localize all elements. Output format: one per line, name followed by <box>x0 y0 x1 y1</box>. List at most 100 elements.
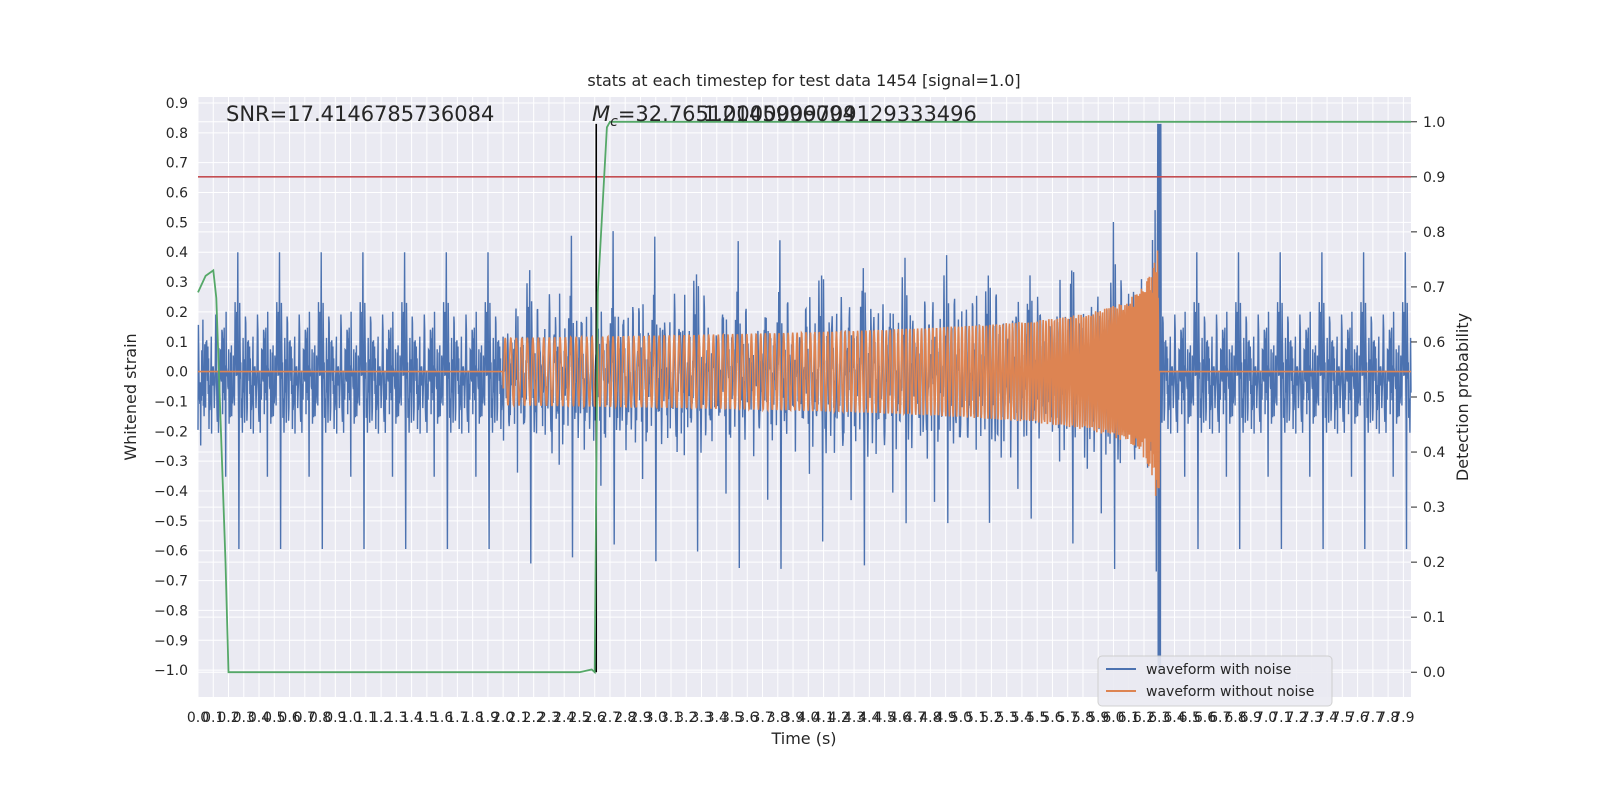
y2-tick-label: 0.6 <box>1423 335 1445 351</box>
x-tick-label: 2.5 <box>568 710 590 726</box>
x-tick-label: 7.4 <box>1316 710 1338 726</box>
x-tick-label: 4.4 <box>858 710 880 726</box>
x-tick-label: 7.0 <box>1255 710 1277 726</box>
y2-tick-label: 0.3 <box>1423 500 1445 516</box>
x-tick-label: 0.5 <box>263 710 285 726</box>
x-tick-label: 4.5 <box>873 710 895 726</box>
legend-label-clean: waveform without noise <box>1146 684 1314 700</box>
x-tick-label: 6.9 <box>1240 710 1262 726</box>
y-tick-label: 0.5 <box>166 215 188 231</box>
x-tick-label: 3.9 <box>782 710 804 726</box>
x-tick-label: 2.1 <box>507 710 529 726</box>
probability-line <box>197 120 1411 675</box>
x-tick-label: 5.3 <box>996 710 1018 726</box>
y2-tick-label: 0.4 <box>1423 445 1445 461</box>
x-tick-label: 2.2 <box>523 710 545 726</box>
x-tick-label: 1.9 <box>477 710 499 726</box>
y2-tick-label: 0.7 <box>1423 280 1445 296</box>
x-tick-label: 7.1 <box>1270 710 1292 726</box>
x-tick-label: 0.9 <box>324 710 346 726</box>
y2-tick-label: 0.5 <box>1423 390 1445 406</box>
y-tick-label: −0.6 <box>154 544 188 560</box>
x-tick-label: 0.1 <box>202 710 224 726</box>
x-tick-label: 1.3 <box>385 710 407 726</box>
x-tick-label: 4.1 <box>812 710 834 726</box>
y2-tick-label: 0.8 <box>1423 225 1445 241</box>
x-tick-label: 3.0 <box>645 710 667 726</box>
x-tick-label: 7.6 <box>1346 710 1368 726</box>
snr-annotation: SNR=17.4146785736084 <box>226 102 494 126</box>
series-waveform-without-noise <box>198 250 1411 496</box>
y-axis-ticks: 0.9 0.8 0.7 0.6 0.5 0.4 0.3 0.2 0.1 0.0 −0.1 −0.2 −0… <box>154 96 188 679</box>
x-tick-label: 1.0 <box>339 710 361 726</box>
y-tick-label: −1.0 <box>154 663 188 679</box>
x-tick-label: 1.7 <box>446 710 468 726</box>
y-tick-label: 0.7 <box>166 156 188 172</box>
y-tick-label: −0.1 <box>154 394 188 410</box>
x-tick-label: 0.4 <box>248 710 270 726</box>
chirp-mass-annotation: Mc=32.76512145996094 <box>592 102 856 130</box>
x-tick-label: 7.2 <box>1285 710 1307 726</box>
y-tick-label: 0.0 <box>166 365 188 381</box>
x-tick-label: 2.0 <box>492 710 514 726</box>
x-tick-label: 6.2 <box>1133 710 1155 726</box>
y-axis-label: Whitened strain <box>121 333 140 460</box>
y-tick-label: −0.5 <box>154 514 188 530</box>
x-axis-label: Time (s) <box>770 729 836 748</box>
x-tick-label: 5.1 <box>965 710 987 726</box>
x-tick-label: 0.7 <box>294 710 316 726</box>
x-tick-label: 2.7 <box>599 710 621 726</box>
x-tick-label: 7.9 <box>1392 710 1414 726</box>
y-tick-label: 0.9 <box>166 96 188 112</box>
x-tick-label: 7.3 <box>1301 710 1323 726</box>
x-tick-label: 1.1 <box>355 710 377 726</box>
x-tick-label: 6.8 <box>1224 710 1246 726</box>
x-tick-label: 0.2 <box>217 710 239 726</box>
y-tick-label: 0.8 <box>166 126 188 142</box>
x-tick-label: 6.4 <box>1163 710 1185 726</box>
y2-tick-label: 0.9 <box>1423 170 1445 186</box>
x-tick-label: 5.4 <box>1011 710 1033 726</box>
series-detection-probability <box>197 120 1411 675</box>
y-tick-label: 0.2 <box>166 305 188 321</box>
overlap-annotation: 1.0000009709129333496 <box>703 102 977 126</box>
y-tick-label: −0.4 <box>154 484 188 500</box>
x-tick-label: 0.6 <box>278 710 300 726</box>
y2-tick-label: 1.0 <box>1423 115 1445 131</box>
y-tick-label: 0.4 <box>166 245 188 261</box>
chart-title: stats at each timestep for test data 145… <box>587 71 1020 90</box>
clean-waveform-line <box>198 250 1411 496</box>
x-tick-label: 5.0 <box>950 710 972 726</box>
y-tick-label: 0.6 <box>166 186 188 202</box>
x-tick-label: 2.6 <box>584 710 606 726</box>
x-tick-label: 6.5 <box>1179 710 1201 726</box>
x-tick-label: 3.4 <box>706 710 728 726</box>
y-tick-label: 0.1 <box>166 335 188 351</box>
x-tick-label: 7.5 <box>1331 710 1353 726</box>
x-tick-label: 0.0 <box>187 710 209 726</box>
x-tick-label: 4.0 <box>797 710 819 726</box>
y2-tick-label: 0.0 <box>1423 665 1445 681</box>
y-tick-label: −0.9 <box>154 633 188 649</box>
x-tick-label: 0.3 <box>233 710 255 726</box>
y-tick-label: −0.7 <box>154 574 188 590</box>
x-tick-label: 3.3 <box>690 710 712 726</box>
x-tick-label: 3.2 <box>675 710 697 726</box>
y2-tick-label: 0.1 <box>1423 610 1445 626</box>
x-tick-label: 5.7 <box>1057 710 1079 726</box>
x-tick-label: 2.9 <box>629 710 651 726</box>
x-tick-label: 6.6 <box>1194 710 1216 726</box>
legend-box <box>1097 655 1333 707</box>
x-tick-label: 5.2 <box>980 710 1002 726</box>
x-tick-label: 5.8 <box>1072 710 1094 726</box>
x-tick-label: 4.8 <box>919 710 941 726</box>
x-tick-label: 6.0 <box>1102 710 1124 726</box>
x-tick-label: 3.8 <box>767 710 789 726</box>
x-tick-label: 6.1 <box>1118 710 1140 726</box>
x-tick-label: 4.3 <box>843 710 865 726</box>
x-tick-label: 3.1 <box>660 710 682 726</box>
x-tick-label: 4.9 <box>935 710 957 726</box>
x-axis-ticks: 0.00.10.20.30.40.50.60.70.80.91.01.11.21… <box>187 710 1415 726</box>
x-tick-label: 4.6 <box>889 710 911 726</box>
